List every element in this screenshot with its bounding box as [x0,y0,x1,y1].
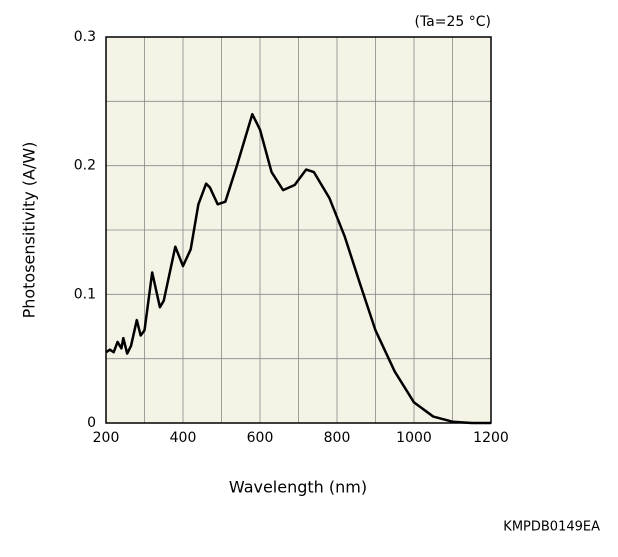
y-tick-label: 0.1 [74,286,96,302]
y-tick-label: 0 [87,415,96,431]
x-tick-label: 400 [170,430,197,446]
plot-frame [105,36,492,424]
x-tick-label: 1000 [396,430,432,446]
y-tick-label: 0.2 [74,158,96,174]
annotation: (Ta=25 °C) [414,14,491,30]
x-tick-label: 1200 [473,430,509,446]
x-tick-label: 600 [247,430,274,446]
data-line [105,112,491,425]
x-tick-label: 200 [93,430,120,446]
y-tick-label: 0.3 [74,29,96,45]
code-label: KMPDB0149EA [503,520,600,535]
x-tick-label: 800 [324,430,351,446]
x-axis-label: Wavelength (nm) [229,478,367,497]
y-axis-label: Photosensitivity (A/W) [20,142,39,319]
